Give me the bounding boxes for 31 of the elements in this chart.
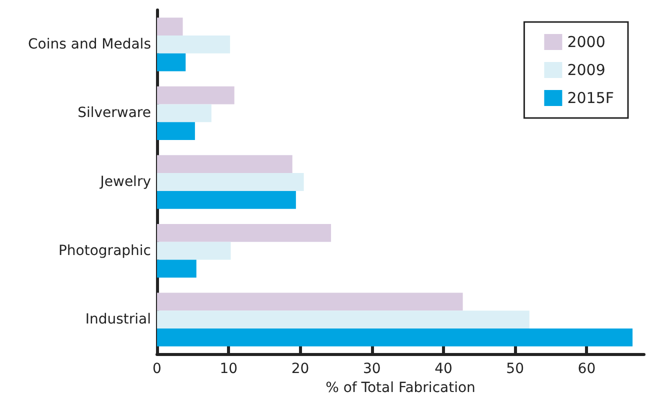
y-tick-label: Silverware (78, 105, 151, 122)
y-tick-label: Jewelry (99, 174, 151, 190)
bar (157, 104, 212, 122)
legend-label: 2000 (567, 33, 606, 51)
bar (157, 155, 292, 174)
y-tick-label: Industrial (85, 312, 151, 328)
x-tick-label: 10 (220, 361, 238, 377)
x-axis-title: % of Total Fabrication (326, 380, 476, 396)
x-tick-label: 0 (152, 361, 162, 377)
bar (157, 122, 195, 140)
y-tick-label: Coins and Medals (28, 36, 151, 52)
bar (157, 18, 183, 36)
bar (157, 53, 186, 72)
legend-label: 2009 (567, 61, 606, 79)
x-tick-label: 40 (434, 361, 452, 377)
bar (157, 224, 332, 242)
bar (157, 35, 230, 54)
bar (157, 292, 463, 311)
y-tick-label: Photographic (58, 242, 151, 259)
x-tick-label: 30 (362, 361, 381, 377)
bar (157, 86, 234, 104)
x-tick-label: 50 (506, 361, 524, 377)
x-tick-label: 60 (578, 361, 596, 377)
bar (157, 242, 231, 260)
bar (157, 173, 304, 191)
bar (157, 260, 196, 278)
bar (157, 310, 530, 329)
bar (157, 190, 296, 209)
legend-label: 2015F (567, 89, 614, 107)
x-tick-label: 20 (291, 361, 310, 377)
bar (157, 328, 633, 346)
